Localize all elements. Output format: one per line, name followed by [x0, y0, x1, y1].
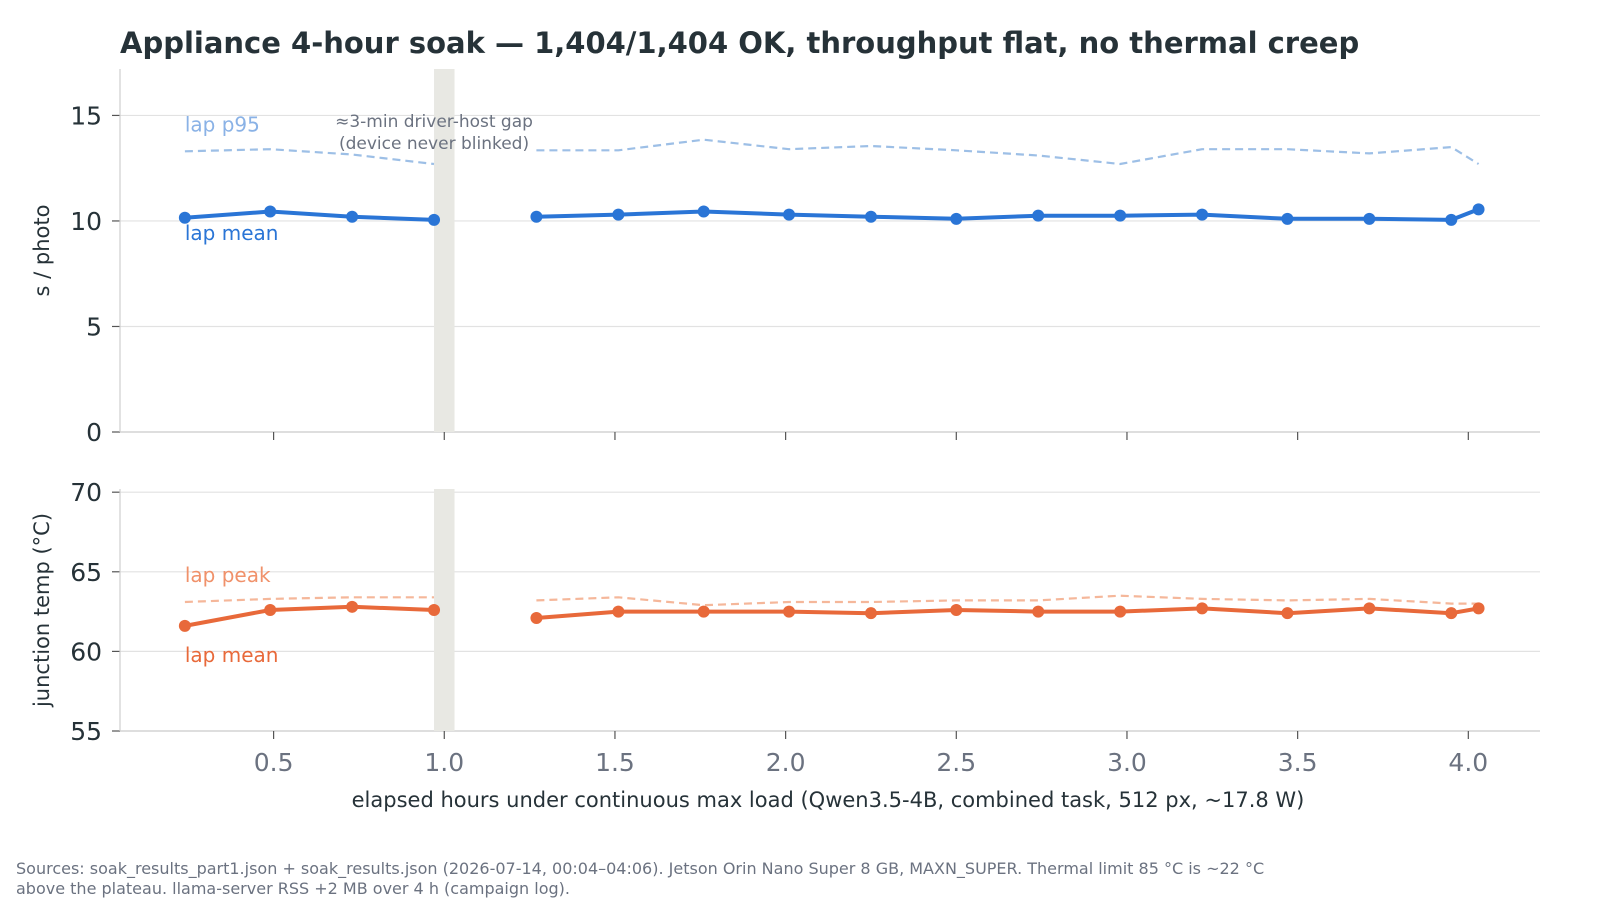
data-point [178, 211, 191, 224]
x-tick-label: 0.5 [254, 748, 294, 777]
series-line [184, 148, 435, 166]
y-tick-label: 70 [70, 478, 102, 507]
data-point [697, 605, 710, 618]
data-point [1472, 203, 1485, 216]
series-label: lap peak [185, 563, 271, 587]
series-label: lap mean [185, 221, 279, 245]
data-point [950, 604, 963, 616]
gap-annotation: ≈3-min driver-host gap [335, 112, 533, 132]
data-point [1196, 602, 1209, 615]
footer-note-line-1: Sources: soak_results_part1.json + soak_… [16, 859, 1264, 879]
x-tick-label: 3.5 [1278, 748, 1318, 777]
y-tick-label: 10 [70, 207, 102, 236]
series-line [184, 209, 435, 222]
data-point [864, 210, 877, 223]
data-point [1445, 213, 1458, 226]
y-tick-label: 15 [70, 101, 102, 130]
data-point [1281, 212, 1294, 225]
driver-gap-band [434, 489, 455, 731]
data-point [530, 210, 543, 223]
data-point [178, 619, 191, 632]
data-point [1472, 602, 1485, 615]
data-point [1114, 209, 1127, 222]
x-tick-label: 3.0 [1107, 748, 1147, 777]
x-axis-label: elapsed hours under continuous max load … [352, 788, 1305, 812]
y-tick-label: 0 [86, 418, 102, 447]
data-point [783, 208, 796, 221]
chart-title: Appliance 4-hour soak — 1,404/1,404 OK, … [120, 26, 1359, 60]
data-point [346, 600, 359, 613]
y-tick-label: 65 [70, 558, 102, 587]
data-point [783, 605, 796, 618]
y-axis-label: s / photo [30, 205, 54, 297]
throughput-panel: 0 5 10 15 s / photo lap p95 lap mean ≈3-min dri… [30, 69, 1540, 447]
data-point [1363, 602, 1376, 615]
data-point [864, 607, 877, 620]
series-line [536, 594, 1479, 607]
y-axis-label: junction temp (°C) [30, 513, 54, 708]
data-point [612, 605, 625, 618]
x-tick-label: 4.0 [1448, 748, 1488, 777]
temperature-panel: 55 60 65 70 0.5 1.0 1.5 2.0 2.5 3.0 3.5 4.0 junction… [30, 478, 1540, 777]
data-point [428, 604, 441, 616]
data-point [612, 208, 625, 221]
series-label: lap mean [185, 643, 279, 667]
gap-annotation: (device never blinked) [339, 134, 529, 154]
data-point [1114, 605, 1127, 618]
data-point [1281, 607, 1294, 620]
series-line [536, 606, 1479, 620]
driver-gap-band [434, 69, 455, 432]
x-tick-label: 2.0 [766, 748, 806, 777]
data-point [264, 205, 277, 218]
x-tick-label: 1.0 [424, 748, 464, 777]
y-tick-label: 60 [70, 637, 102, 666]
series-label: lap p95 [185, 112, 260, 136]
y-tick-label: 55 [70, 717, 102, 746]
footer-note-line-2: above the plateau. llama-server RSS +2 M… [16, 879, 570, 898]
data-point [1363, 212, 1376, 225]
series-line [536, 138, 1480, 166]
data-point [1032, 209, 1045, 222]
data-point [1196, 208, 1209, 221]
data-point [428, 213, 441, 226]
data-point [950, 212, 963, 225]
data-point [346, 210, 359, 223]
data-point [264, 604, 277, 616]
data-point [697, 205, 710, 218]
series-line [184, 604, 435, 628]
x-tick-label: 2.5 [936, 748, 976, 777]
data-point [530, 611, 543, 624]
y-tick-label: 5 [86, 312, 102, 341]
data-point [1445, 607, 1458, 620]
data-point [1032, 605, 1045, 618]
series-line [184, 596, 434, 604]
x-tick-label: 1.5 [595, 748, 635, 777]
series-line [536, 207, 1480, 222]
